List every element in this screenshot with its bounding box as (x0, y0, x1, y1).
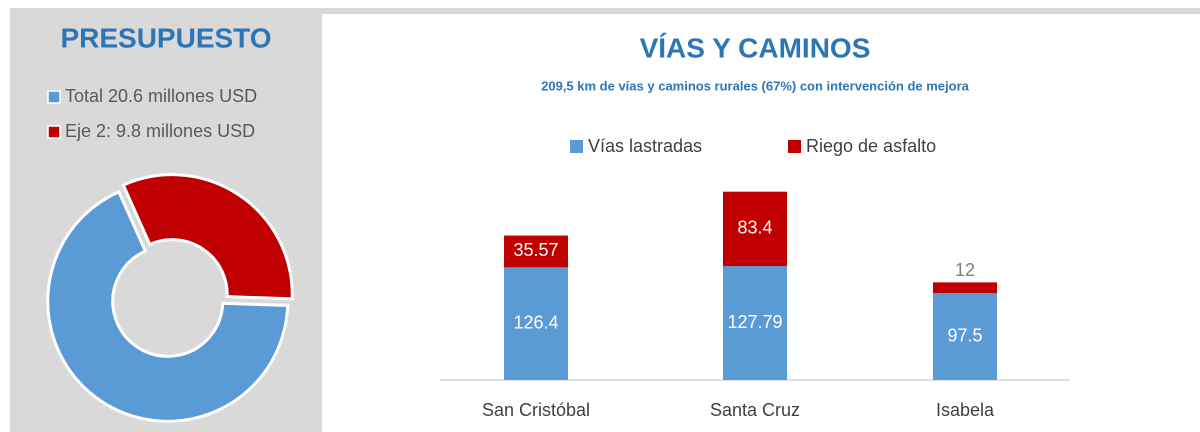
top-strip (322, 8, 1200, 14)
legend-label: Eje 2: 9.8 millones USD (65, 121, 255, 141)
bar-title: VÍAS Y CAMINOS (640, 32, 871, 63)
pie-title: PRESUPUESTO (60, 22, 271, 53)
data-label: 97.5 (947, 325, 982, 345)
legend-label: Riego de asfalto (806, 136, 936, 156)
x-tick-label: San Cristóbal (482, 400, 590, 420)
bar-segment (933, 293, 997, 380)
x-tick-label: Isabela (936, 400, 995, 420)
bar-subtitle: 209,5 km de vías y caminos rurales (67%)… (541, 78, 970, 93)
legend-swatch (47, 90, 61, 104)
bar-segment (723, 266, 787, 380)
legend-swatch (788, 140, 801, 153)
legend-label: Vías lastradas (588, 136, 702, 156)
legend-swatch (47, 125, 61, 139)
bar-segment (933, 282, 997, 294)
legend-label: Total 20.6 millones USD (65, 86, 257, 106)
bar-segment (504, 267, 568, 380)
donut-slice (46, 189, 290, 423)
bar-segment (504, 235, 568, 268)
legend-swatch (570, 140, 583, 153)
data-label: 35.57 (513, 240, 558, 260)
bar-segment (723, 191, 787, 267)
data-label: 127.79 (727, 312, 782, 332)
x-tick-label: Santa Cruz (710, 400, 800, 420)
data-label: 83.4 (737, 218, 772, 238)
data-label: 126.4 (513, 312, 558, 332)
donut-slice (121, 173, 294, 301)
data-label: 12 (955, 260, 975, 280)
